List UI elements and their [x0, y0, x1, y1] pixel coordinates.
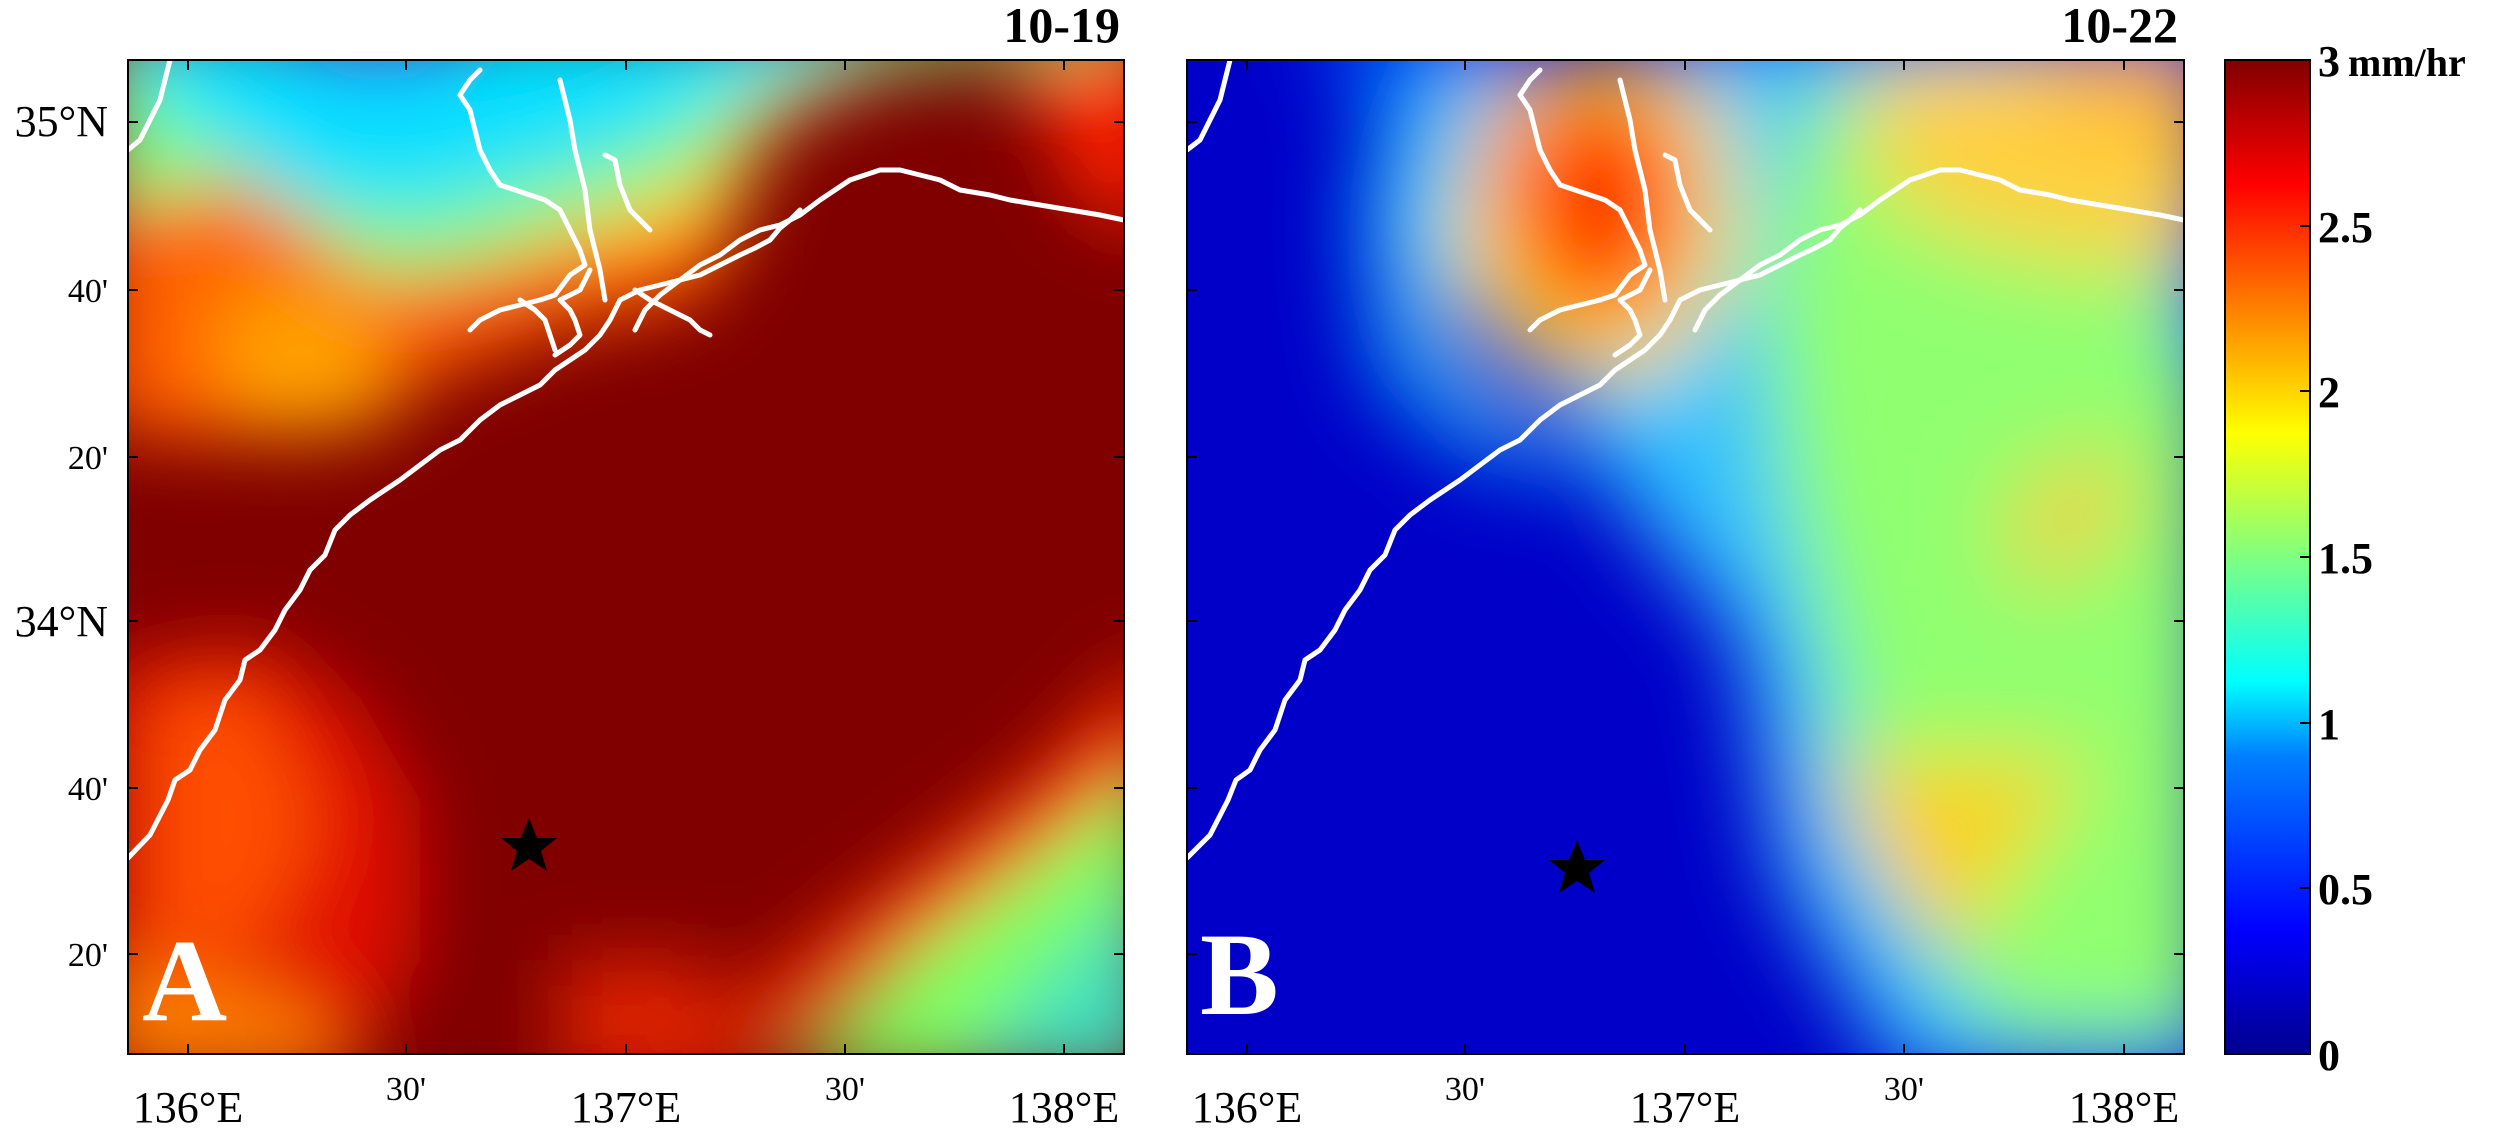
panel-b-star-marker	[1549, 840, 1605, 893]
panel-a: A 10-19 136°E 30' 137°E 30' 138°E 35°N 4…	[15, 0, 1125, 1129]
panel-a-ytick-40a: 40'	[68, 273, 108, 310]
panel-a-coastline	[128, 60, 1124, 861]
panel-a-ytick-34n: 34°N	[15, 597, 108, 646]
panel-a-ytick-20b: 20'	[68, 937, 108, 974]
panel-b-ticks	[1187, 60, 2184, 1054]
colorbar-gradient	[2224, 59, 2311, 1055]
colorbar-label-3: 3	[2318, 37, 2340, 86]
panel-b-rainfall-field	[1187, 60, 2184, 1054]
colorbar-label-0-5: 0.5	[2318, 865, 2373, 914]
colorbar-label-2: 2	[2318, 368, 2340, 417]
colorbar: 0 0.5 1 1.5 2 2.5 3 mm/hr	[2224, 37, 2466, 1080]
panel-b-xtick-30b: 30'	[1884, 1071, 1924, 1108]
panel-a-rainfall-field	[128, 60, 1124, 1054]
colorbar-label-1: 1	[2318, 700, 2340, 749]
colorbar-label-2-5: 2.5	[2318, 203, 2373, 252]
panel-a-xtick-137e: 137°E	[571, 1083, 681, 1129]
panel-b-letter: B	[1200, 909, 1279, 1040]
panel-b-xtick-136e: 136°E	[1192, 1083, 1302, 1129]
colorbar-ticks	[2300, 59, 2310, 1055]
panel-a-xtick-30b: 30'	[825, 1071, 865, 1108]
panel-b-date: 10-22	[2061, 0, 2178, 53]
panel-a-xtick-30a: 30'	[386, 1071, 426, 1108]
panel-a-xtick-138e: 138°E	[1009, 1083, 1119, 1129]
colorbar-unit: mm/hr	[2348, 40, 2466, 85]
panel-a-ytick-40b: 40'	[68, 771, 108, 808]
panel-a-date: 10-19	[1003, 0, 1120, 53]
panel-a-xtick-136e: 136°E	[133, 1083, 243, 1129]
colorbar-label-1-5: 1.5	[2318, 534, 2373, 583]
panel-b-coastline	[1187, 60, 2184, 861]
colorbar-label-0: 0	[2318, 1031, 2340, 1080]
panel-a-ytick-35n: 35°N	[15, 97, 108, 146]
panel-b-xtick-137e: 137°E	[1630, 1083, 1740, 1129]
panel-b: B 10-22 136°E 30' 137°E 30' 138°E	[1186, 0, 2185, 1129]
panel-b-xtick-138e: 138°E	[2069, 1083, 2179, 1129]
panel-a-star-marker	[501, 818, 557, 871]
panel-a-letter: A	[142, 915, 227, 1046]
panel-b-xtick-30a: 30'	[1445, 1071, 1485, 1108]
panel-a-ytick-20a: 20'	[68, 440, 108, 477]
panel-a-ticks	[128, 60, 1124, 1054]
